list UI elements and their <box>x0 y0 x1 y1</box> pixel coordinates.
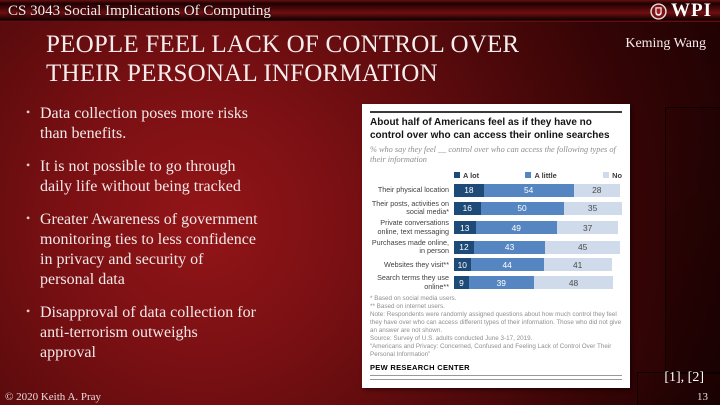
wpi-logo: WPI <box>650 0 720 22</box>
stacked-bar: 10 44 41 <box>454 258 612 272</box>
legend-item: A lot <box>454 171 479 180</box>
bullet-item: Greater Awareness of governmentmonitorin… <box>24 210 344 290</box>
chart-subtitle: % who say they feel __ control over who … <box>370 145 616 165</box>
wpi-logo-text: WPI <box>671 0 712 21</box>
background-rectangle <box>637 372 720 405</box>
bar-segment: 50 <box>480 201 564 215</box>
chart-footnotes: * Based on social media users. ** Based o… <box>370 295 622 359</box>
bar-segment: 16 <box>454 201 481 215</box>
chart-rows: Their physical location 18 54 28 Their posts… <box>370 183 622 291</box>
bar-segment: 41 <box>543 258 612 272</box>
footnote-line: “Americans and Privacy: Concerned, Confu… <box>370 343 612 359</box>
footnote-line: Note: Respondents were randomly assigned… <box>370 311 622 335</box>
category-label: Their physical location <box>377 185 449 195</box>
chart-row: Private conversations online, text messa… <box>370 219 622 236</box>
chart-row: Their physical location 18 54 28 <box>370 183 622 197</box>
category-label: Their posts, activities on social media* <box>371 198 449 216</box>
bar-segment: 18 <box>454 183 484 197</box>
bar-segment: 45 <box>545 240 620 254</box>
copyright: © 2020 Keith A. Pray <box>5 391 102 403</box>
chart-top-rule <box>370 111 622 113</box>
top-bar: CS 3043 Social Implications Of Computing… <box>0 0 720 22</box>
bar-segment: 9 <box>454 276 469 290</box>
bar-segment: 35 <box>563 201 622 215</box>
stacked-bar: 9 39 48 <box>454 276 614 290</box>
bar-segment: 28 <box>573 183 620 197</box>
page-number: 13 <box>697 391 708 403</box>
legend-label: A little <box>534 170 557 180</box>
pew-chart-image: About half of Americans feel as if they … <box>362 104 630 388</box>
chart-source: PEW RESEARCH CENTER <box>370 363 470 373</box>
footnote-line: Source: Survey of U.S. adults conducted … <box>370 335 533 343</box>
citation-refs: [1], [2] <box>664 370 704 385</box>
bar-segment: 12 <box>454 240 474 254</box>
legend-swatch <box>525 172 532 179</box>
category-label: Purchases made online, in person <box>371 237 449 256</box>
bar-segment: 13 <box>454 221 476 235</box>
category-label: Private conversations online, text messa… <box>377 218 449 236</box>
chart-title: About half of Americans feel as if they … <box>370 117 610 141</box>
chart-row: Purchases made online, in person 12 43 45 <box>370 237 622 256</box>
bar-segment: 43 <box>473 240 546 254</box>
footnote-line: ** Based on internet users. <box>370 303 445 311</box>
bar-segment: 49 <box>475 221 557 235</box>
category-label: Websites they visit** <box>384 259 449 269</box>
legend-item: No <box>603 171 622 180</box>
chart-row: Search terms they use online** 9 39 48 <box>370 274 622 291</box>
footnote-line: * Based on social media users. <box>370 294 457 302</box>
stacked-bar: 18 54 28 <box>454 183 620 197</box>
legend-item: A little <box>525 170 557 180</box>
bar-segment: 48 <box>533 276 614 290</box>
bar-segment: 37 <box>556 221 619 235</box>
chart-legend: A lot A little No <box>454 171 622 180</box>
category-label: Search terms they use online** <box>377 273 449 291</box>
stacked-bar: 13 49 37 <box>454 221 619 235</box>
chart-row: Websites they visit** 10 44 41 <box>370 258 622 272</box>
course-title: CS 3043 Social Implications Of Computing <box>8 2 271 19</box>
page-title: PEOPLE FEEL LACK OF CONTROL OVER THEIR P… <box>46 31 520 87</box>
legend-label: A lot <box>463 170 480 180</box>
bar-segment: 54 <box>483 183 574 197</box>
author-name: Keming Wang <box>625 36 706 51</box>
stacked-bar: 12 43 45 <box>454 240 620 254</box>
bar-segment: 44 <box>470 258 544 272</box>
stacked-bar: 16 50 35 <box>454 201 622 215</box>
wpi-seal-icon <box>650 2 667 20</box>
legend-label: No <box>612 170 622 180</box>
chart-row: Their posts, activities on social media*… <box>370 198 622 217</box>
bar-segment: 39 <box>468 276 534 290</box>
legend-swatch <box>603 172 610 179</box>
bar-segment: 10 <box>454 258 471 272</box>
background-rectangle <box>665 107 720 374</box>
chart-bottom-rule <box>370 375 622 381</box>
legend-swatch <box>454 172 460 179</box>
bullet-item: Disapproval of data collection foranti-t… <box>24 303 344 363</box>
